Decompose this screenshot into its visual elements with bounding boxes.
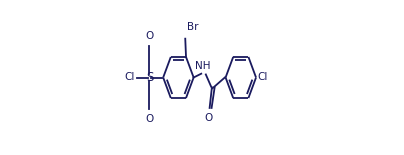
Text: Cl: Cl bbox=[125, 73, 135, 82]
Text: S: S bbox=[146, 71, 153, 84]
Text: Br: Br bbox=[187, 22, 198, 32]
Text: O: O bbox=[204, 113, 212, 123]
Text: O: O bbox=[145, 31, 154, 41]
Text: Cl: Cl bbox=[258, 73, 268, 82]
Text: O: O bbox=[145, 114, 154, 124]
Text: NH: NH bbox=[195, 61, 210, 71]
